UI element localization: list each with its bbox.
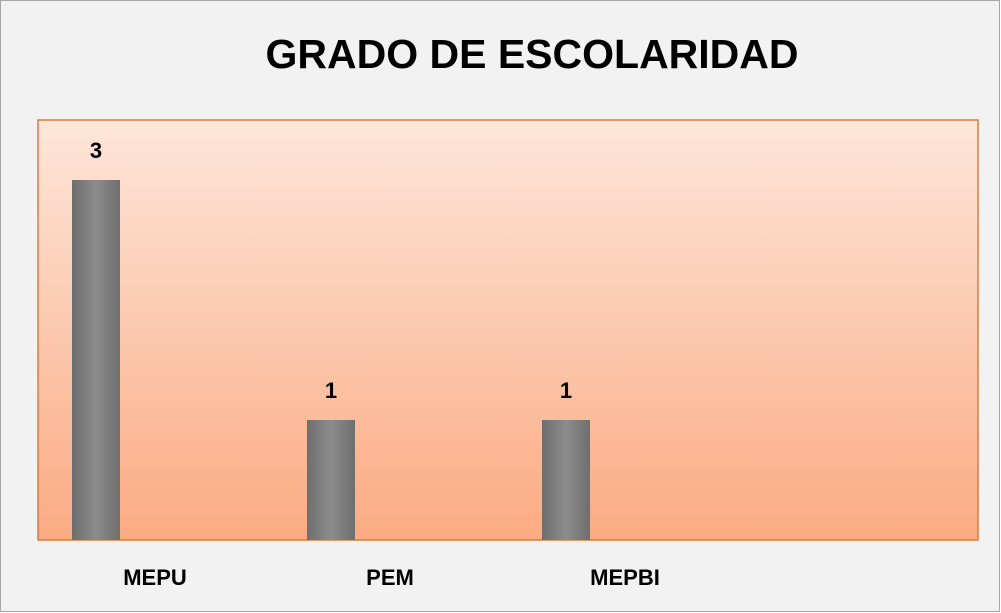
data-label: 3: [90, 138, 102, 163]
data-label: 1: [560, 378, 572, 403]
chart-title: GRADO DE ESCOLARIDAD: [265, 31, 798, 77]
bar: [542, 420, 590, 540]
data-label: 1: [325, 378, 337, 403]
x-tick-label: MEPBI: [590, 565, 660, 590]
x-tick-label: PEM: [366, 565, 414, 590]
plot-area: [37, 119, 979, 541]
bar: [72, 180, 120, 540]
bar: [307, 420, 355, 540]
x-tick-label: MEPU: [123, 565, 187, 590]
